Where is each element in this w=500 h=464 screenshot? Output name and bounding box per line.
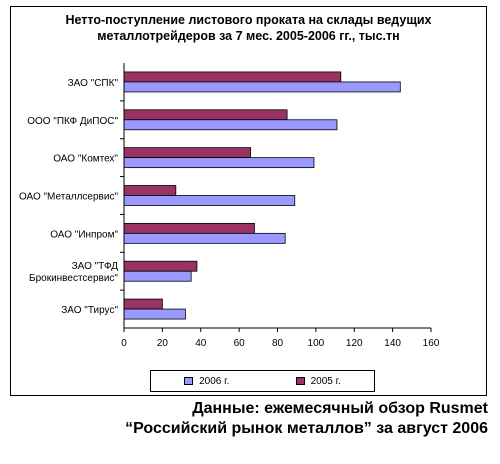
category-label-0: ЗАО "СПК" — [68, 78, 119, 89]
x-tick-label-0: 0 — [121, 338, 127, 349]
bar-2006-6 — [123, 308, 186, 320]
bar-2006-4 — [123, 232, 286, 244]
x-tick-label-3: 60 — [234, 338, 246, 349]
chart-title-line-1: Нетто-поступление листового проката на с… — [65, 13, 432, 27]
chart-title: Нетто-поступление листового проката на с… — [10, 12, 487, 44]
x-tick-label-2: 40 — [195, 338, 207, 349]
bar-2005-5 — [123, 260, 198, 272]
bar-2006-3 — [123, 195, 296, 206]
legend-label-2005: 2005 г. — [310, 375, 341, 387]
legend-swatch-2005 — [295, 377, 305, 385]
bar-2005-0 — [123, 71, 342, 83]
bar-2005-1 — [123, 109, 288, 121]
legend-item-2005: 2005 г. — [295, 375, 341, 387]
x-tick-label-8: 160 — [423, 338, 440, 349]
source-line-1: Данные: ежемесячный обзор Rusmet — [192, 400, 488, 417]
chart-title-line-2: металлотрейдеров за 7 мес. 2005-2006 гг.… — [97, 29, 400, 43]
x-tick-label-7: 140 — [384, 338, 401, 349]
category-label-3: ОАО "Металлсервис" — [19, 192, 119, 203]
bar-2005-4 — [123, 222, 255, 234]
bar-2006-5 — [123, 270, 192, 282]
category-label-5-line-0: ЗАО "ТФД — [72, 261, 119, 272]
x-tick-label-1: 20 — [157, 338, 169, 349]
bar-2006-1 — [123, 119, 338, 131]
legend-item-2006: 2006 г. — [184, 376, 229, 387]
x-tick-label-4: 80 — [272, 338, 284, 349]
category-label-5-line-1: Брокинвестсервис" — [29, 273, 118, 284]
x-tick-label-6: 120 — [346, 338, 363, 349]
category-label-6: ЗАО "Тирус" — [61, 305, 118, 316]
category-label-1: ООО "ПКФ ДиПОС" — [27, 116, 118, 127]
legend-label-2006: 2006 г. — [199, 375, 230, 387]
source-line-2: “Российский рынок металлов” за август 20… — [125, 420, 488, 437]
chart-legend: 2006 г. 2005 г. — [150, 370, 375, 392]
x-tick-label-5: 100 — [308, 338, 325, 349]
bar-2005-2 — [123, 147, 252, 159]
bar-2005-3 — [123, 185, 177, 196]
source-note: Данные: ежемесячный обзор Rusmet “Россий… — [125, 399, 488, 439]
bar-2006-2 — [123, 157, 315, 169]
bar-2006-0 — [123, 81, 401, 93]
category-label-4: ОАО "Инпром" — [50, 229, 118, 240]
legend-swatch-2006 — [184, 377, 194, 385]
category-label-2: ОАО "Комтех" — [53, 154, 118, 165]
bar-2005-6 — [123, 298, 163, 310]
